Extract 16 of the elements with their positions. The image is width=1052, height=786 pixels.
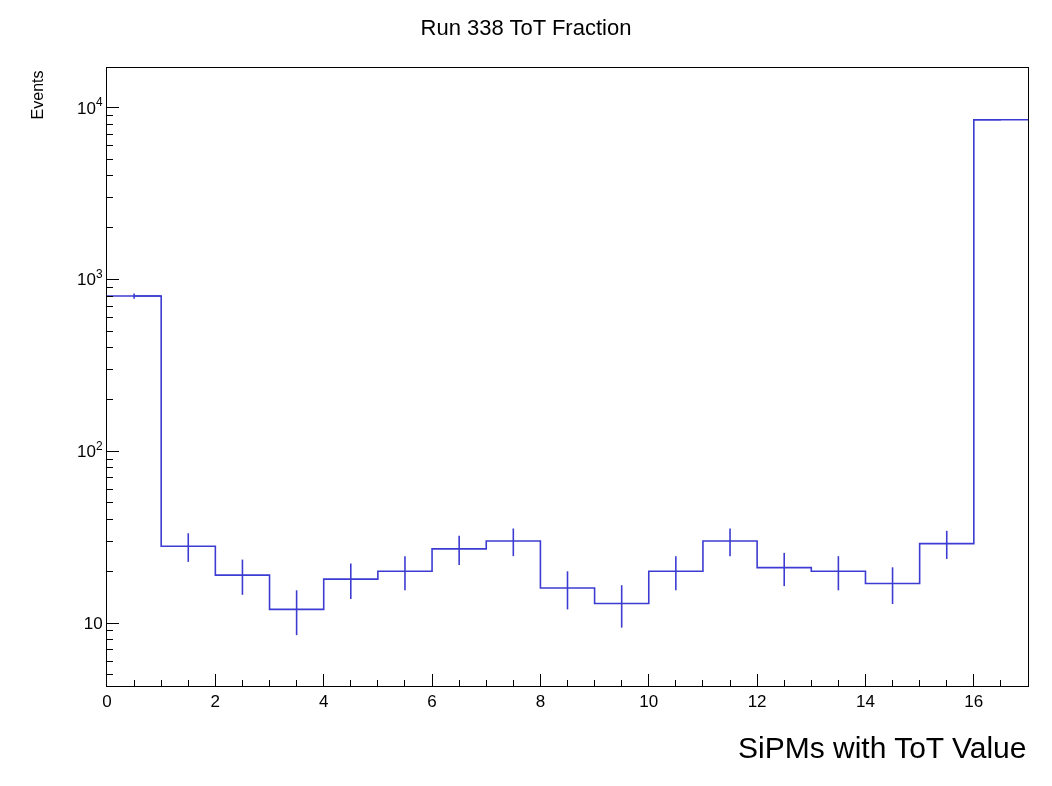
y-tick-label: 10$^{3}$ — [77, 267, 103, 290]
y-tick-label: 10$^{4}$ — [77, 95, 103, 118]
x-tick-label: 8 — [535, 692, 546, 712]
y-axis-title: Events — [29, 70, 47, 120]
y-tick-label: 10 — [83, 613, 103, 633]
chart-title: Run 338 ToT Fraction — [420, 15, 632, 41]
y-tick-label: 10$^{2}$ — [77, 439, 103, 462]
x-tick-label: 16 — [964, 692, 984, 712]
x-tick-label: 4 — [318, 692, 329, 712]
x-tick-label: 12 — [747, 692, 767, 712]
x-tick-label: 14 — [856, 692, 875, 712]
x-tick-label: 6 — [427, 692, 437, 712]
x-axis-title: SiPMs with ToT Value — [738, 731, 1027, 764]
x-tick-label: 0 — [102, 692, 112, 712]
x-tick-label: 10 — [639, 692, 659, 712]
x-tick-label: 2 — [210, 692, 221, 712]
